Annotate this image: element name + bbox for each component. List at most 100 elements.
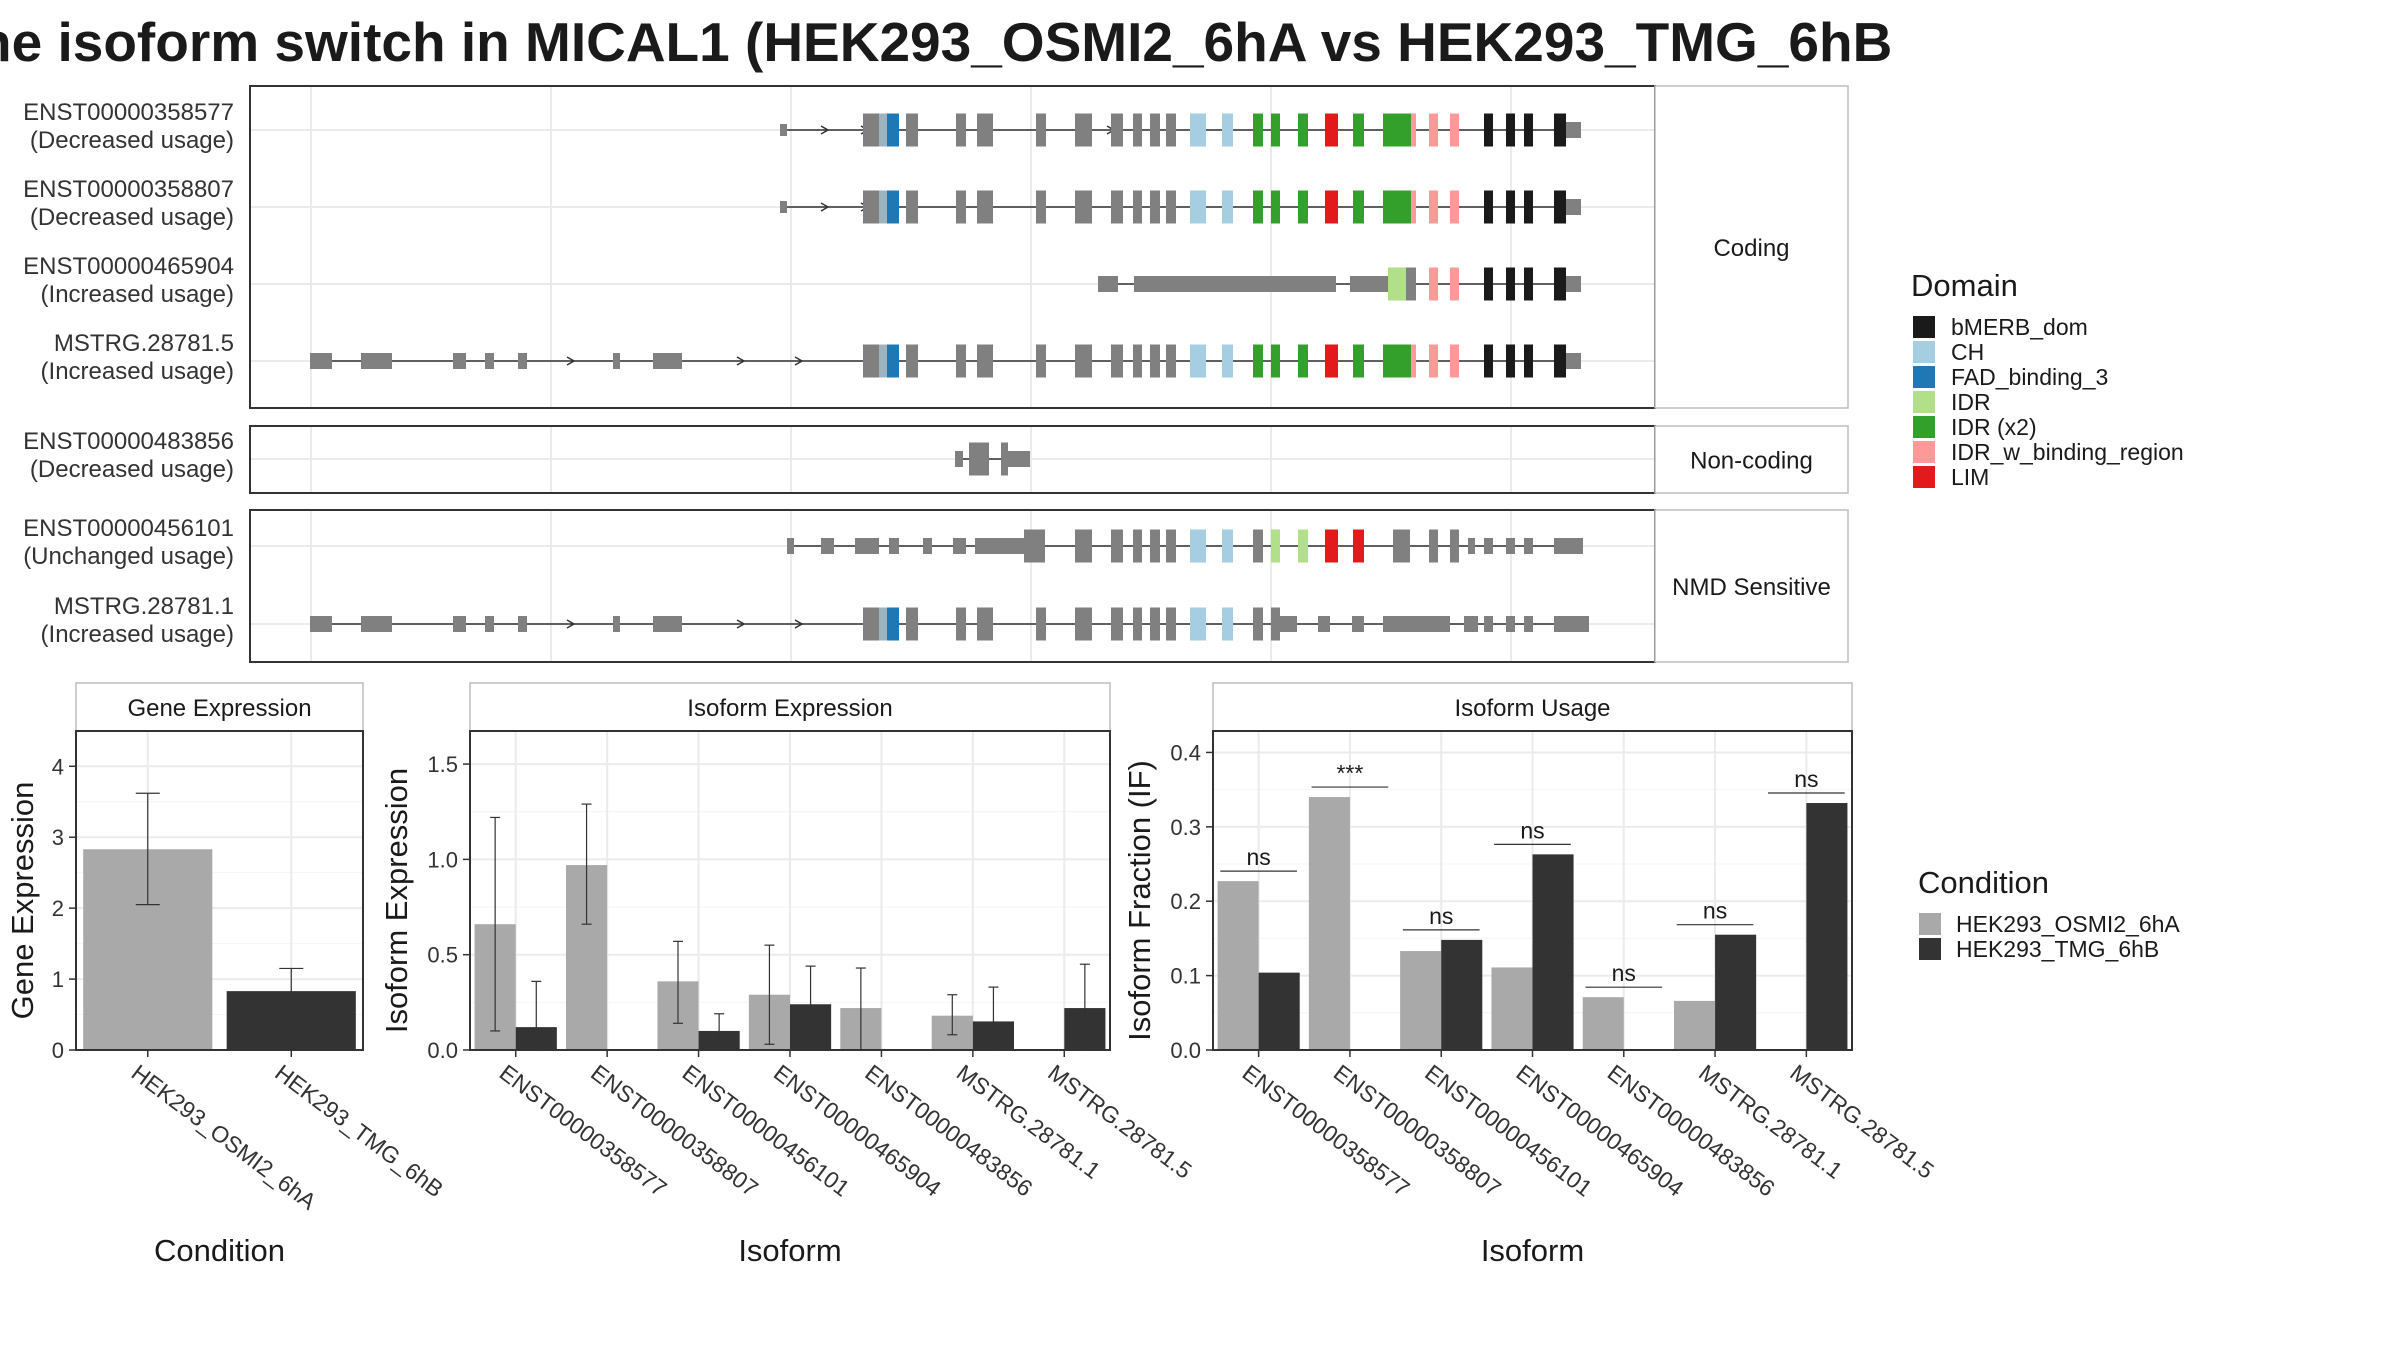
bar	[1673, 1000, 1716, 1050]
exon-block	[1166, 113, 1176, 147]
exon-block	[1566, 353, 1581, 369]
transcript-id: MSTRG.28781.1	[54, 593, 234, 620]
x-tick-label: ENST00000358577	[495, 1059, 672, 1201]
legend-swatch	[1913, 441, 1935, 463]
exon-block	[1024, 529, 1045, 563]
y-tick-label: 0.3	[1170, 815, 1201, 840]
legend-item-label: IDR_w_binding_region	[1951, 439, 2184, 465]
y-tick-label: 0.1	[1170, 964, 1201, 989]
exon-block	[1484, 538, 1493, 554]
legend-swatch	[1913, 341, 1935, 363]
exon-block	[956, 113, 966, 147]
legend-swatch	[1913, 466, 1935, 488]
domain-legend-title: Domain	[1911, 268, 2018, 303]
exon-block	[1353, 190, 1364, 224]
exon-block	[1450, 344, 1459, 378]
exon-block	[956, 190, 966, 224]
exon-block	[518, 616, 527, 632]
direction-arrow	[736, 619, 746, 629]
exon-block	[1133, 113, 1142, 147]
exon-block	[956, 344, 966, 378]
facet-strip	[1212, 682, 1853, 732]
exon-block	[613, 616, 620, 632]
exon-block	[906, 607, 918, 641]
exon-block	[1271, 607, 1280, 641]
x-axis-title: Isoform	[1481, 1233, 1584, 1268]
legend-swatch	[1919, 938, 1941, 960]
exon-block	[1506, 616, 1515, 632]
y-axis-title: Gene Expression	[5, 782, 40, 1020]
x-tick-label: ENST00000456101	[1420, 1059, 1597, 1201]
legend-item-label: HEK293_OSMI2_6hA	[1956, 911, 2180, 937]
legend-swatch	[1913, 416, 1935, 438]
x-tick-label: ENST00000465904	[769, 1059, 946, 1201]
exon-block	[1298, 529, 1308, 563]
exon-block	[1411, 344, 1416, 378]
plot-border	[75, 730, 364, 1051]
exon-block	[1350, 276, 1388, 292]
exon-block	[1554, 538, 1583, 554]
exon-block	[1298, 190, 1308, 224]
transcript-id: ENST00000358577	[23, 99, 234, 126]
exon-block	[1222, 190, 1233, 224]
exon-block	[863, 344, 879, 378]
exon-block	[1150, 529, 1160, 563]
exon-block	[1406, 267, 1416, 301]
exon-block	[653, 353, 682, 369]
exon-block	[310, 616, 332, 632]
significance-label: ***	[1336, 760, 1363, 786]
exon-block	[1429, 190, 1438, 224]
structure-panel-bg	[250, 510, 1655, 662]
x-axis-title: Condition	[154, 1233, 285, 1268]
exon-block	[879, 607, 887, 641]
x-tick-label: ENST00000483856	[860, 1059, 1037, 1201]
exon-block	[1524, 113, 1533, 147]
exon-block	[1166, 607, 1176, 641]
exon-block	[1383, 344, 1411, 378]
legend-swatch	[1919, 913, 1941, 935]
exon-block	[1429, 267, 1438, 301]
panel-strip	[1654, 425, 1849, 494]
bar	[1441, 939, 1483, 1050]
transcript-id: ENST00000465904	[23, 253, 234, 280]
chart-title: he isoform switch in MICAL1 (HEK293_OSMI…	[0, 11, 1893, 73]
exon-block	[887, 607, 899, 641]
transcript-usage: (Increased usage)	[41, 281, 234, 308]
exon-block	[453, 353, 466, 369]
exon-block	[1566, 276, 1581, 292]
exon-block	[977, 607, 993, 641]
exon-block	[361, 616, 392, 632]
x-tick-label: ENST00000465904	[1511, 1059, 1688, 1201]
exon-block	[1506, 113, 1515, 147]
exon-block	[1001, 442, 1008, 476]
exon-block	[879, 344, 887, 378]
legend-item-label: FAD_binding_3	[1951, 364, 2108, 390]
transcript-usage: (Increased usage)	[41, 358, 234, 385]
y-tick-label: 1.0	[427, 847, 458, 872]
exon-block	[1298, 344, 1308, 378]
exon-block	[1298, 113, 1308, 147]
exon-block	[485, 616, 494, 632]
exon-block	[1271, 190, 1280, 224]
exon-block	[955, 451, 963, 467]
bar	[1217, 881, 1259, 1050]
significance-label: ns	[1429, 903, 1453, 929]
exon-block	[1150, 190, 1160, 224]
exon-block	[1036, 344, 1046, 378]
y-tick-label: 0.5	[427, 943, 458, 968]
exon-block	[1383, 190, 1411, 224]
exon-block	[518, 353, 527, 369]
transcript-id: ENST00000358807	[23, 176, 234, 203]
legend-item-label: IDR (x2)	[1951, 414, 2037, 440]
exon-block	[1111, 607, 1123, 641]
exon-block	[1111, 190, 1123, 224]
bar	[1491, 967, 1533, 1050]
exon-block	[1411, 190, 1416, 224]
panel-strip-label: Non-coding	[1690, 448, 1813, 475]
exon-block	[1484, 113, 1493, 147]
y-tick-label: 0.4	[1170, 740, 1201, 765]
exon-block	[977, 190, 993, 224]
exon-block	[361, 353, 392, 369]
exon-block	[653, 616, 682, 632]
exon-block	[1484, 344, 1493, 378]
